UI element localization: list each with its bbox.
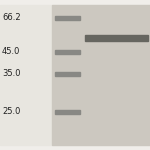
Text: 45.0: 45.0 [2,48,20,57]
Bar [55,110,80,114]
Bar [52,5,150,145]
Text: 25.0: 25.0 [2,108,20,117]
Bar [85,35,148,41]
Bar [55,50,80,54]
Bar [55,72,80,76]
Bar [0,5,52,145]
Bar [55,16,80,20]
Text: 35.0: 35.0 [2,69,21,78]
Text: 66.2: 66.2 [2,14,21,22]
